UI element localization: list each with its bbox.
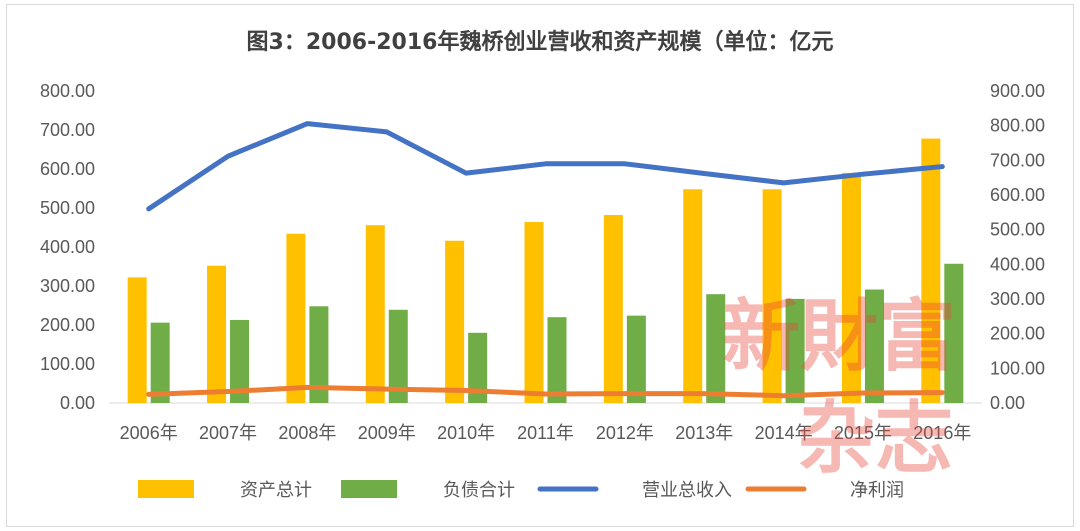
x-tick-label: 2006年 [120,423,178,443]
legend-swatch [341,480,397,498]
y-left-tick-label: 100.00 [40,354,95,374]
y-right-tick-label: 700.00 [990,150,1045,170]
axes: 0.00 100.00 200.00 300.00 400.00 500.00 600.00… [40,81,1045,443]
bar-total-liabilities [388,309,408,403]
chart-svg: 图3：2006-2016年魏桥创业营收和资产规模（单位：亿元 0.00 100.0… [40,29,1045,501]
bar-total-assets [762,189,782,403]
watermark: 新財富 杂志 [722,291,956,484]
legend-label: 资产总计 [240,480,312,501]
bar-total-liabilities [944,263,964,403]
bar-total-assets [524,222,544,403]
legend-swatch [138,480,194,498]
bar-total-liabilities [626,315,646,403]
chart-title: 图3：2006-2016年魏桥创业营收和资产规模（单位：亿元 [247,29,834,55]
x-tick-label: 2008年 [278,423,336,443]
legend: 资产总计 负债合计 营业总收入 净利润 [138,480,904,501]
bar-total-assets [683,189,703,403]
bar-total-liabilities [785,298,805,403]
x-tick-label: 2016年 [913,423,971,443]
legend-label: 营业总收入 [642,480,732,501]
y-right-tick-label: 0.00 [990,393,1025,413]
y-left-tick-label: 200.00 [40,315,95,335]
bar-total-liabilities [230,319,250,403]
y-right-tick-label: 300.00 [990,289,1045,309]
y-left-tick-label: 500.00 [40,198,95,218]
bar-total-assets [286,233,306,403]
line-net-profit [146,384,945,399]
legend-label: 负债合计 [443,480,515,501]
bar-total-liabilities [468,332,488,403]
bar-total-assets [921,138,941,403]
x-tick-label: 2009年 [358,423,416,443]
y-left-tick-label: 300.00 [40,276,95,296]
bar-total-assets [841,172,861,403]
legend-label: 净利润 [850,480,904,501]
bar-total-liabilities [150,322,170,403]
y-right-tick-label: 200.00 [990,324,1045,344]
y-right-tick-label: 100.00 [990,358,1045,378]
x-tick-label: 2007年 [199,423,257,443]
y-right-tick-label: 800.00 [990,116,1045,136]
y-left-tick-label: 600.00 [40,159,95,179]
y-left-tick-label: 800.00 [40,81,95,101]
bar-total-assets [207,265,227,403]
watermark-line2: 杂志 [797,393,953,484]
y-right-tick-label: 900.00 [990,81,1045,101]
x-tick-label: 2015年 [834,423,892,443]
bar-total-assets [365,225,385,403]
bar-total-liabilities [309,306,329,403]
x-tick-label: 2014年 [755,423,813,443]
x-tick-label: 2010年 [437,423,495,443]
y-right-tick-label: 600.00 [990,185,1045,205]
bar-total-assets [127,277,147,403]
x-tick-label: 2013年 [675,423,733,443]
bar-total-liabilities [864,289,884,403]
bar-total-liabilities [706,294,726,403]
bar-total-liabilities [547,317,567,403]
y-right-tick-label: 400.00 [990,254,1045,274]
y-left-tick-label: 400.00 [40,237,95,257]
lines [146,121,945,399]
bars [127,138,964,403]
y-right-tick-label: 500.00 [990,220,1045,240]
bar-total-assets [445,240,465,403]
line-operating-revenue [146,121,945,212]
x-tick-label: 2011年 [517,423,574,443]
bar-total-assets [603,215,623,403]
y-left-tick-label: 0.00 [60,393,95,413]
chart-frame: 图3：2006-2016年魏桥创业营收和资产规模（单位：亿元 0.00 100.0… [6,4,1074,527]
watermark-line1: 新財富 [722,291,956,382]
x-tick-label: 2012年 [596,423,654,443]
y-left-tick-label: 700.00 [40,120,95,140]
